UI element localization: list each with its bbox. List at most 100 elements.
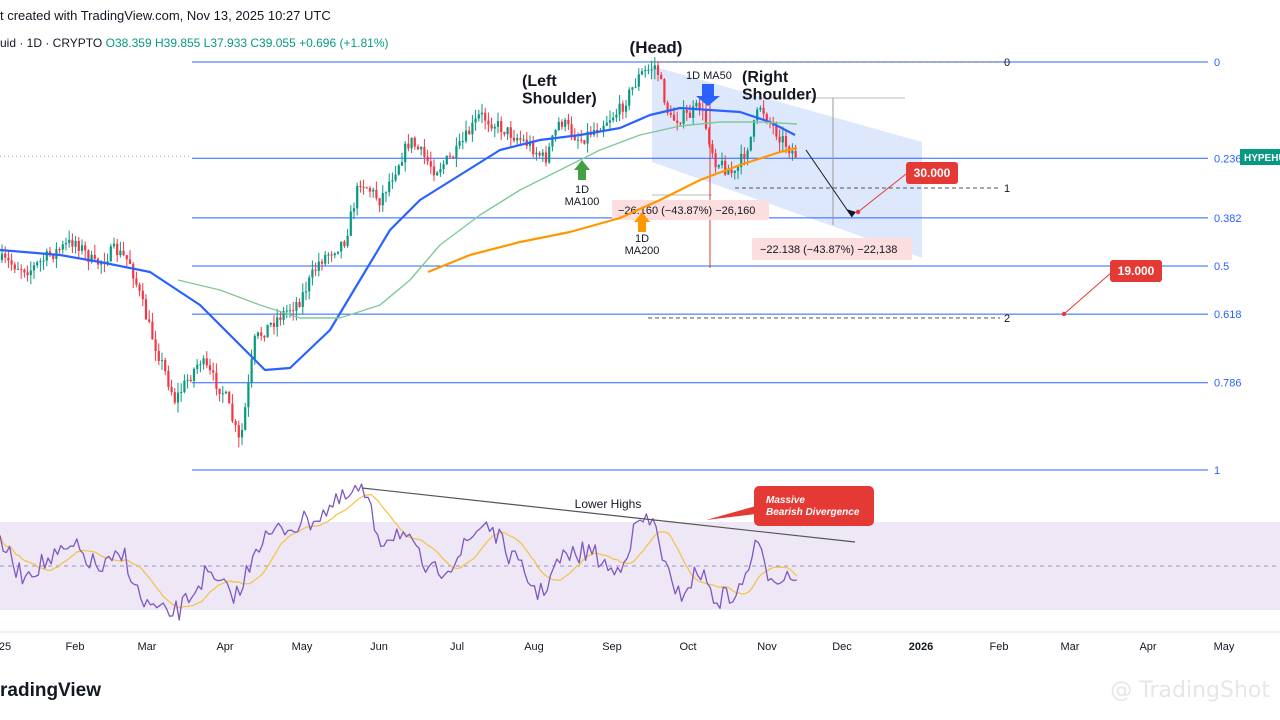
candle-body	[349, 211, 352, 236]
candle-body	[682, 110, 685, 124]
candle-body	[410, 137, 413, 149]
candle-body	[756, 109, 759, 121]
candle-body	[45, 251, 48, 261]
candle-body	[519, 138, 522, 140]
symbol-tag: HYPEHU	[1244, 153, 1280, 164]
projection-label-1: 1	[1004, 183, 1010, 195]
candle-body	[10, 260, 13, 265]
candle-body	[404, 143, 407, 163]
candle-body	[148, 319, 151, 322]
candle-body	[196, 364, 199, 369]
candle-body	[506, 127, 509, 135]
candle-body	[551, 135, 554, 147]
candle-body	[560, 121, 564, 127]
candle-body	[445, 155, 448, 165]
measure1-label: −26.160 (−43.87%) −26,160	[618, 205, 755, 217]
candle-body	[186, 379, 189, 381]
measure2-box	[752, 238, 912, 260]
x-tick-label: 2026	[909, 641, 933, 653]
candle-body	[308, 277, 311, 292]
candle-body	[439, 169, 442, 173]
candle-body	[375, 189, 378, 199]
candle-body	[327, 254, 330, 256]
candle-body	[733, 170, 736, 174]
candle-body	[448, 155, 452, 157]
candle-body	[477, 114, 480, 119]
candle-body	[199, 364, 202, 366]
candle-body	[596, 129, 599, 132]
symbol-label: uid · 1D · CRYPTO	[0, 36, 103, 50]
candle-body	[570, 124, 573, 136]
candle-body	[215, 372, 218, 389]
candle-body	[416, 146, 420, 150]
x-tick-label: 25	[0, 641, 11, 653]
candle-body	[192, 368, 196, 381]
candle-body	[736, 167, 740, 171]
candle-body	[516, 138, 519, 141]
candle-body	[740, 153, 743, 168]
candle-body	[285, 310, 288, 312]
candle-body	[164, 360, 167, 372]
lower-highs-label: Lower Highs	[575, 497, 642, 511]
ma100-label: 1D MA100	[565, 184, 600, 208]
candle-body	[368, 188, 372, 192]
candle-body	[672, 114, 676, 121]
candle-body	[791, 150, 794, 154]
candle-body	[580, 139, 583, 141]
candle-body	[202, 358, 205, 365]
candle-body	[183, 380, 186, 392]
ma200-arrow-icon	[634, 212, 650, 232]
candle-body	[36, 262, 39, 266]
candle-body	[452, 156, 455, 159]
candle-body	[612, 117, 615, 121]
candle-body	[80, 245, 84, 251]
candle-body	[660, 74, 663, 80]
candle-body	[576, 139, 580, 141]
descending-channel	[652, 66, 922, 258]
candle-body	[272, 322, 276, 327]
candle-body	[135, 278, 138, 285]
candle-body	[64, 243, 68, 245]
candle-body	[704, 110, 708, 129]
candle-body	[624, 105, 628, 112]
candle-body	[724, 160, 727, 175]
candle-body	[618, 103, 621, 115]
candle-body	[692, 106, 695, 118]
candle-body	[276, 317, 279, 327]
candle-body	[602, 125, 605, 132]
candle-body	[221, 393, 224, 395]
candle-body	[157, 351, 160, 362]
candle-body	[346, 235, 349, 247]
x-tick-label: Mar	[138, 641, 157, 653]
candle-body	[480, 112, 484, 115]
candle-body	[330, 254, 333, 256]
candle-body	[503, 132, 506, 135]
candle-body	[336, 251, 340, 254]
candle-body	[423, 147, 426, 157]
candle-body	[695, 102, 698, 107]
candle-body	[426, 156, 429, 162]
x-tick-label: Dec	[832, 641, 852, 653]
candle-body	[151, 321, 154, 340]
candle-body	[743, 153, 746, 159]
candle-body	[167, 371, 170, 387]
candle-body	[304, 291, 308, 293]
candle-body	[512, 137, 516, 141]
symbol-ohlc-line: uid · 1D · CRYPTO O38.359 H39.855 L37.93…	[0, 36, 389, 50]
candle-body	[554, 129, 557, 136]
x-tick-label: Oct	[679, 641, 696, 653]
candle-body	[711, 144, 714, 154]
candle-body	[397, 165, 400, 175]
x-tick-label: May	[292, 641, 313, 653]
candle-body	[352, 208, 356, 212]
candle-body	[314, 269, 317, 271]
candle-body	[295, 302, 298, 311]
candle-body	[727, 169, 730, 175]
fib-label-0.5: 0.5	[1214, 261, 1229, 273]
candle-body	[676, 120, 679, 123]
candle-body	[490, 124, 493, 129]
ma100-arrow-icon	[574, 160, 590, 180]
candle-body	[176, 392, 180, 403]
x-tick-label: Feb	[990, 641, 1009, 653]
